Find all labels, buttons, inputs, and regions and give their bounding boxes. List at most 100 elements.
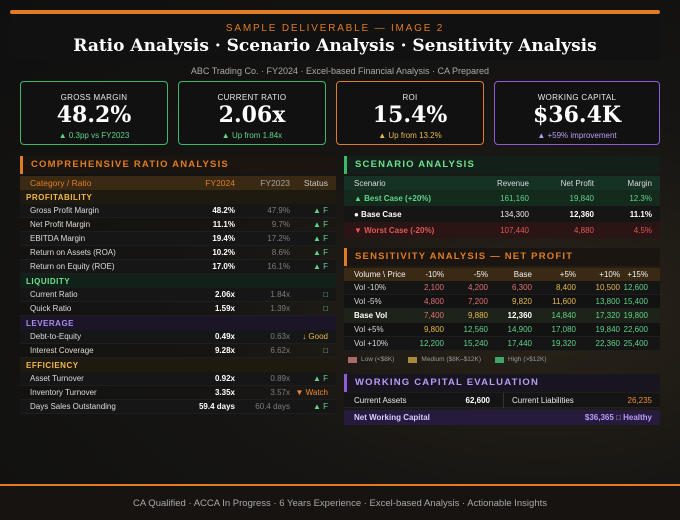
- sensitivity-cell: 7,200: [467, 297, 488, 306]
- scenario-table: Scenario Revenue Net Profit Margin ▲ Bes…: [344, 176, 660, 238]
- ratio-name: Net Profit Margin: [30, 220, 91, 229]
- current-assets-label: Current Assets: [354, 395, 407, 405]
- ratio-fy2024: 1.59x: [214, 304, 235, 313]
- ratio-section-liquidity: LIQUIDITY: [20, 274, 336, 288]
- col-price-p10: +10%: [599, 270, 620, 279]
- sensitivity-cell: 12,200: [419, 339, 444, 348]
- sensitivity-cell: 11,600: [552, 297, 576, 306]
- ratio-section-efficiency: EFFICIENCY: [20, 358, 336, 372]
- ratio-status: ▲ F: [312, 234, 328, 243]
- ratio-fy2024: 48.2%: [212, 206, 235, 215]
- sensitivity-row-label: Vol -5%: [354, 297, 382, 306]
- ratio-status: ▲ F: [312, 262, 328, 271]
- ratio-fy2024: 17.0%: [212, 262, 235, 271]
- sensitivity-cell: 22,600: [623, 325, 648, 334]
- ratio-name: Return on Equity (ROE): [30, 262, 115, 271]
- kpi-value: $36.4K: [532, 102, 621, 128]
- sensitivity-cell: 9,820: [511, 297, 532, 306]
- sensitivity-row-label: Base Vol: [354, 311, 388, 320]
- ratio-section-profitability: PROFITABILITY: [20, 190, 336, 204]
- sensitivity-cell: 12,600: [623, 283, 648, 292]
- col-net-profit: Net Profit: [560, 178, 594, 188]
- scenario-profit: 12,360: [569, 209, 594, 219]
- ratio-name: Days Sales Outstanding: [30, 402, 116, 411]
- scenario-name: ▲ Best Case (+20%): [354, 193, 432, 203]
- current-assets-value: 62,600: [465, 395, 490, 405]
- sensitivity-cell: 15,400: [623, 297, 648, 306]
- sensitivity-cell: 22,360: [595, 339, 620, 348]
- col-price-p15: +15%: [627, 270, 648, 279]
- wc-row-net: Net Working Capital $36,365 □ Healthy: [344, 410, 660, 425]
- ratio-fy2024: 9.28x: [214, 346, 235, 355]
- ratio-row: Current Ratio 2.06x 1.84x □: [20, 288, 336, 302]
- ratio-status: ▲ F: [312, 220, 328, 229]
- kpi-value: 2.06x: [218, 102, 286, 128]
- wc-divider: [490, 392, 504, 408]
- ratio-row: Return on Assets (ROA) 10.2% 8.6% ▲ F: [20, 246, 336, 260]
- footer-accent-bar: [0, 484, 680, 486]
- sensitivity-panel-title: SENSITIVITY ANALYSIS — NET PROFIT: [344, 248, 660, 266]
- scenario-panel-title: SCENARIO ANALYSIS: [344, 156, 660, 174]
- scenario-revenue: 107,440: [500, 225, 529, 235]
- col-scenario: Scenario: [354, 178, 386, 188]
- col-fy2023: FY2023: [260, 178, 290, 188]
- sensitivity-row-label: Vol +10%: [354, 339, 389, 348]
- footer-text: CA Qualified · ACCA In Progress · 6 Year…: [133, 498, 547, 509]
- sensitivity-cell: 17,440: [507, 339, 532, 348]
- sensitivity-cell: 4,800: [423, 297, 444, 306]
- ratio-fy2023: 47.9%: [267, 206, 290, 215]
- ratio-name: Gross Profit Margin: [30, 206, 99, 215]
- col-fy2024: FY2024: [205, 178, 235, 188]
- col-margin: Margin: [627, 178, 652, 188]
- sensitivity-row-label: Vol +5%: [354, 325, 384, 334]
- ratio-fy2023: 0.89x: [270, 374, 290, 383]
- sensitivity-row: Vol +5% 9,800 12,560 14,900 17,080 19,840 22,6…: [344, 323, 660, 337]
- scenario-revenue: 134,300: [500, 209, 529, 219]
- ratio-fy2023: 1.39x: [270, 304, 290, 313]
- sensitivity-cell: 12,360: [507, 311, 532, 320]
- ratio-name: EBITDA Margin: [30, 234, 86, 243]
- kpi-roi: ROI 15.4% ▲ Up from 13.2%: [336, 81, 484, 145]
- scenario-name: ▼ Worst Case (-20%): [354, 225, 435, 235]
- kpi-label: WORKING CAPITAL: [537, 93, 617, 102]
- ratio-fy2023: 0.63x: [270, 332, 290, 341]
- sensitivity-cell: 7,400: [423, 311, 444, 320]
- legend-high: High (>$12K): [495, 356, 547, 363]
- nwc-value: $36,365 □ Healthy: [584, 413, 652, 422]
- ratio-name: Quick Ratio: [30, 304, 72, 313]
- ratio-name: Inventory Turnover: [30, 388, 97, 397]
- ratio-fy2023: 8.6%: [271, 248, 290, 257]
- scenario-margin: 12.3%: [629, 193, 652, 203]
- scenario-profit: 4,880: [573, 225, 594, 235]
- legend-low: Low (<$8K): [348, 356, 394, 363]
- sensitivity-cell: 14,840: [551, 311, 576, 320]
- legend-label: Medium ($8K–$12K): [421, 356, 482, 363]
- ratio-fy2023: 6.62x: [270, 346, 290, 355]
- scenario-row-best: ▲ Best Case (+20%) 161,160 19,840 12.3%: [344, 190, 660, 206]
- sensitivity-legend: Low (<$8K) Medium ($8K–$12K) High (>$12K…: [344, 356, 660, 363]
- scenario-row-base: ● Base Case 134,300 12,360 11.1%: [344, 206, 660, 222]
- kpi-current-ratio: CURRENT RATIO 2.06x ▲ Up from 1.84x: [178, 81, 326, 145]
- scenario-name: ● Base Case: [354, 209, 402, 219]
- kpi-change: ▲ Up from 13.2%: [378, 131, 442, 140]
- scenario-profit: 19,840: [569, 193, 594, 203]
- ratio-section-leverage: LEVERAGE: [20, 316, 336, 330]
- ratio-fy2023: 60.4 days: [255, 402, 290, 411]
- ratio-row: Interest Coverage 9.28x 6.62x □: [20, 344, 336, 358]
- ratio-status: ▲ F: [312, 374, 328, 383]
- top-accent-bar: [10, 10, 660, 14]
- nwc-label: Net Working Capital: [354, 413, 430, 422]
- ratio-name: Debt-to-Equity: [30, 332, 82, 341]
- ratio-name: Return on Assets (ROA): [30, 248, 116, 257]
- legend-label: Low (<$8K): [361, 356, 395, 363]
- scenario-margin: 4.5%: [633, 225, 652, 235]
- wc-row-balances: Current Assets 62,600 Current Liabilitie…: [344, 392, 660, 408]
- legend-medium: Medium ($8K–$12K): [408, 356, 481, 363]
- ratio-fy2024: 0.92x: [214, 374, 235, 383]
- ratio-name: Interest Coverage: [30, 346, 94, 355]
- ratio-row: Quick Ratio 1.59x 1.39x □: [20, 302, 336, 316]
- ratio-fy2023: 9.7%: [271, 220, 290, 229]
- kpi-change: ▲ 0.3pp vs FY2023: [58, 131, 130, 140]
- sensitivity-row-label: Vol -10%: [354, 283, 387, 292]
- ratio-fy2024: 10.2%: [212, 248, 235, 257]
